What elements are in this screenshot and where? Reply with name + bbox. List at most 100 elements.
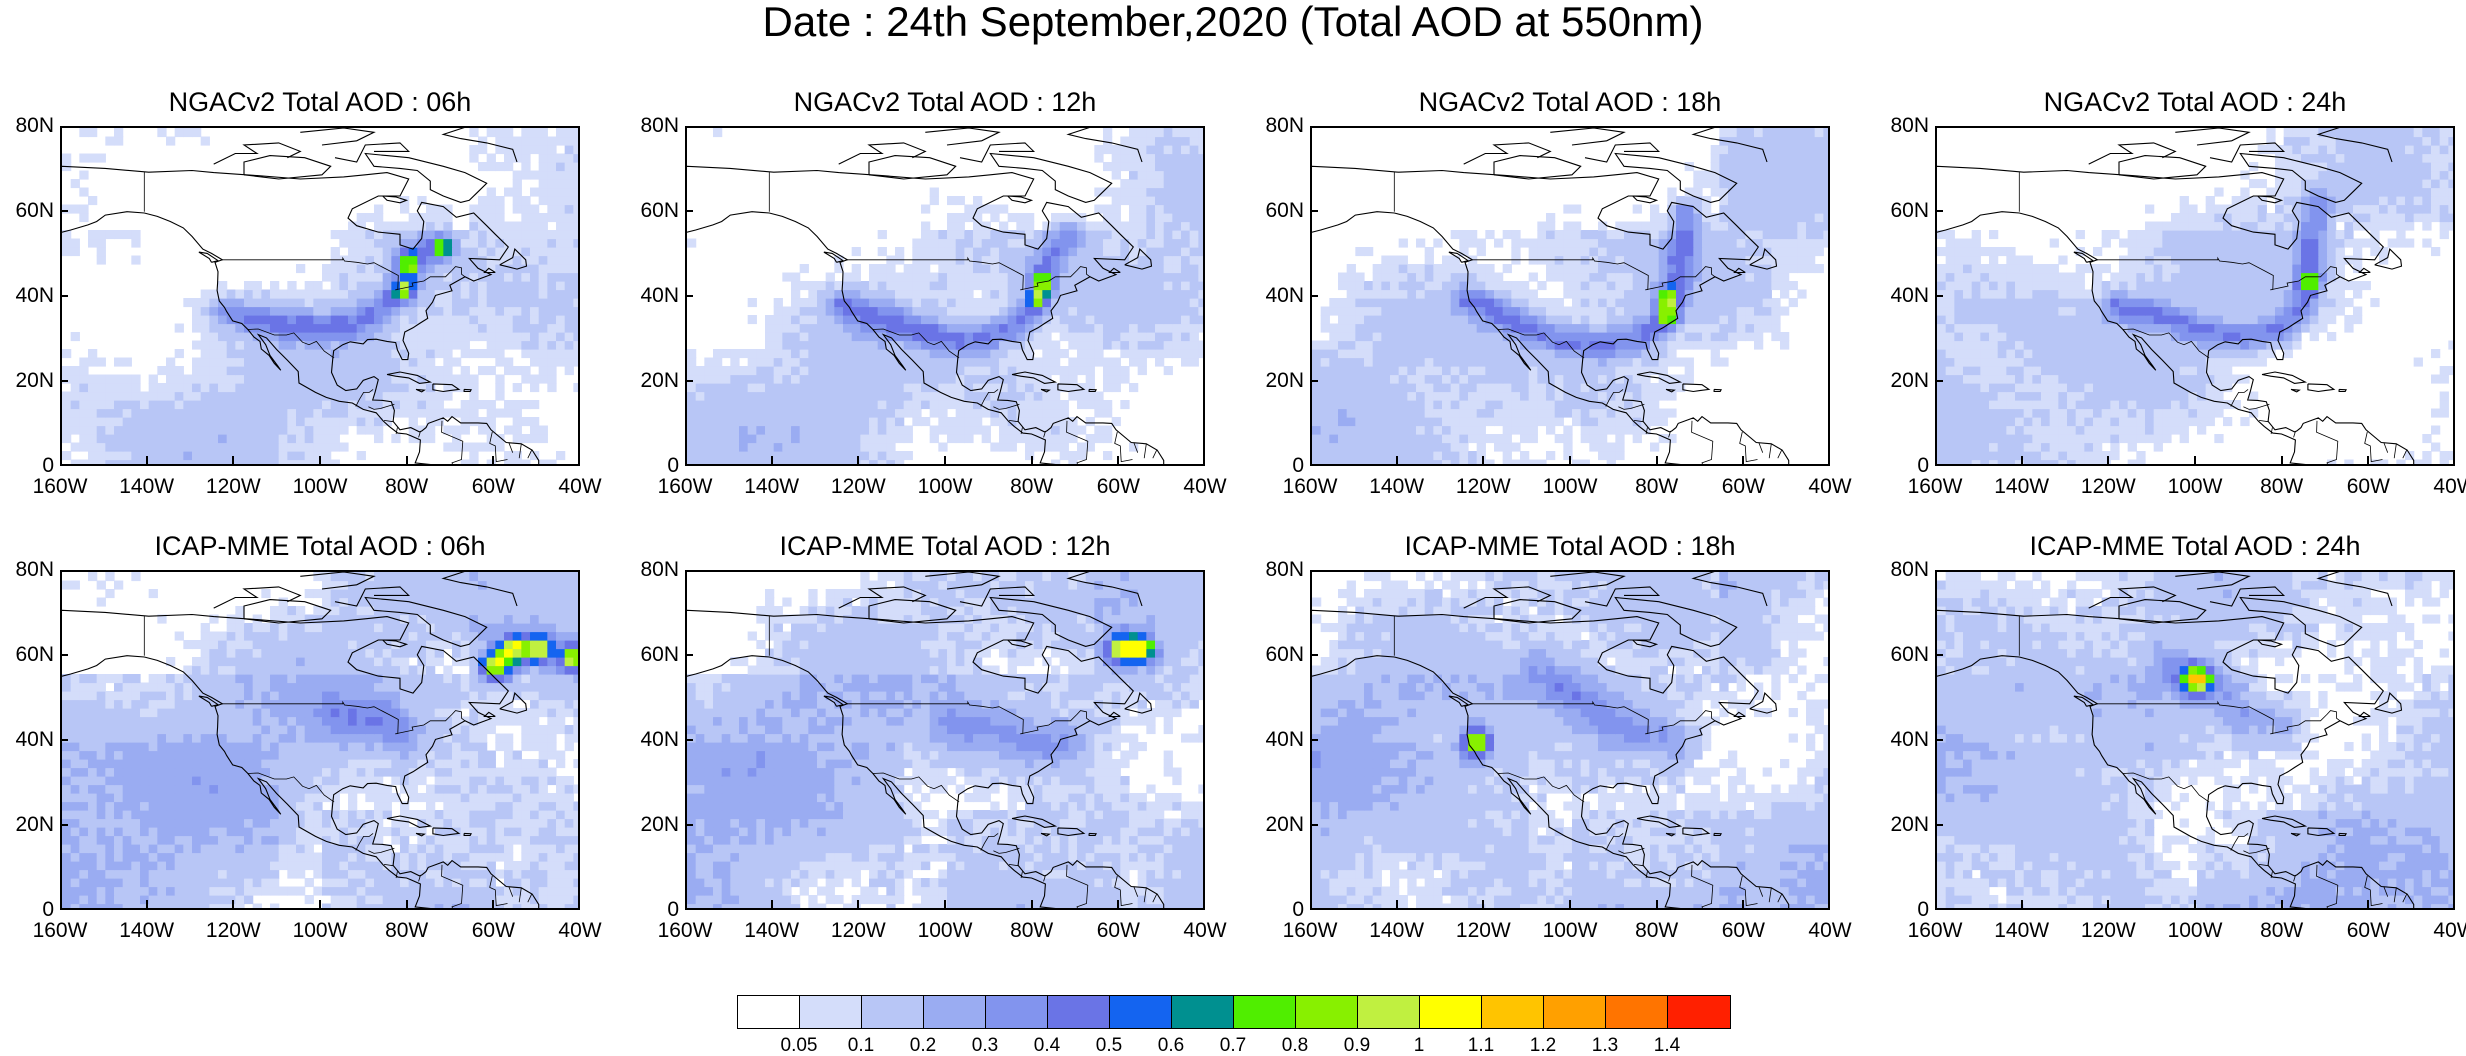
- aod-cell: [2084, 315, 2094, 325]
- aod-cell: [2188, 357, 2198, 367]
- aod-cell: [131, 408, 141, 418]
- aod-cell: [2075, 417, 2085, 427]
- aod-cell: [1650, 221, 1660, 231]
- aod-cell: [339, 230, 349, 240]
- aod-cell: [1033, 272, 1043, 282]
- aod-cell: [2023, 400, 2033, 410]
- x-tick-label: 100W: [1542, 475, 1598, 498]
- aod-cell: [2119, 366, 2129, 376]
- aod-cell: [886, 349, 896, 359]
- aod-cell: [2127, 400, 2137, 410]
- aod-cell: [1468, 349, 1478, 359]
- aod-cell: [1189, 272, 1199, 282]
- aod-cell: [218, 306, 228, 316]
- aod-cell: [469, 145, 479, 155]
- aod-cell: [1546, 425, 1556, 435]
- aod-cell: [400, 204, 410, 214]
- aod-cell: [1806, 255, 1816, 265]
- aod-cell: [495, 340, 505, 350]
- aod-cell: [1381, 264, 1391, 274]
- aod-cell: [1641, 417, 1651, 427]
- aod-cell: [1546, 451, 1556, 461]
- aod-cell: [2032, 366, 2042, 376]
- aod-cell: [1042, 442, 1052, 452]
- aod-cell: [2093, 323, 2103, 333]
- aod-cell: [174, 374, 184, 384]
- aod-cell: [713, 451, 723, 461]
- aod-cell: [1042, 332, 1052, 342]
- aod-cell: [1390, 400, 1400, 410]
- aod-cell: [834, 315, 844, 325]
- aod-cell: [512, 238, 522, 248]
- aod-cell: [791, 340, 801, 350]
- aod-cell: [339, 323, 349, 333]
- aod-cell: [504, 408, 514, 418]
- aod-cell: [2110, 374, 2120, 384]
- aod-cell: [2145, 417, 2155, 427]
- aod-cell: [877, 323, 887, 333]
- aod-cell: [1059, 213, 1069, 223]
- aod-cell: [2041, 434, 2051, 444]
- aod-cell: [1033, 332, 1043, 342]
- aod-cell: [573, 196, 578, 206]
- aod-cell: [417, 247, 427, 257]
- aod-cell: [1338, 298, 1348, 308]
- aod-cell: [2214, 383, 2224, 393]
- aod-cell: [1963, 315, 1973, 325]
- aod-cell: [1980, 357, 1990, 367]
- aod-cell: [521, 221, 531, 231]
- aod-cell: [1980, 391, 1990, 401]
- aod-cell: [209, 289, 219, 299]
- aod-cell: [730, 408, 740, 418]
- aod-cell: [88, 153, 98, 163]
- aod-cell: [356, 366, 366, 376]
- aod-cell: [1624, 238, 1634, 248]
- aod-cell: [166, 434, 176, 444]
- aod-cell: [330, 425, 340, 435]
- aod-cell: [1632, 408, 1642, 418]
- aod-cell: [981, 332, 991, 342]
- aod-cell: [2093, 383, 2103, 393]
- aod-cell: [1468, 434, 1478, 444]
- aod-cell: [1468, 408, 1478, 418]
- aod-cell: [62, 434, 72, 444]
- aod-cell: [408, 366, 418, 376]
- aod-cell: [478, 315, 488, 325]
- aod-cell: [929, 281, 939, 291]
- aod-cell: [547, 162, 557, 172]
- aod-cell: [1502, 442, 1512, 452]
- aod-cell: [1338, 451, 1348, 461]
- coastline: [62, 165, 540, 464]
- aod-cell: [1676, 230, 1686, 240]
- aod-cell: [1381, 459, 1391, 464]
- aod-cell: [512, 459, 522, 464]
- aod-cell: [1745, 298, 1755, 308]
- aod-cell: [1424, 272, 1434, 282]
- aod-cell: [556, 187, 566, 197]
- aod-cell: [1997, 349, 2007, 359]
- aod-cell: [209, 391, 219, 401]
- aod-cell: [166, 417, 176, 427]
- aod-cell: [1606, 281, 1616, 291]
- aod-cell: [1364, 247, 1374, 257]
- aod-cell: [1137, 349, 1147, 359]
- aod-cell: [1658, 230, 1668, 240]
- aod-cell: [460, 255, 470, 265]
- aod-cell: [1797, 230, 1807, 240]
- aod-cell: [1736, 306, 1746, 316]
- aod-cell: [955, 281, 965, 291]
- aod-cell: [417, 298, 427, 308]
- aod-cell: [1606, 272, 1616, 282]
- aod-cell: [391, 289, 401, 299]
- aod-cell: [1728, 179, 1738, 189]
- aod-cell: [938, 391, 948, 401]
- aod-cell: [1181, 255, 1191, 265]
- aod-cell: [2041, 383, 2051, 393]
- aod-cell: [1502, 289, 1512, 299]
- aod-cell: [521, 374, 531, 384]
- aod-cell: [1094, 204, 1104, 214]
- aod-cell: [2041, 366, 2051, 376]
- aod-cell: [278, 366, 288, 376]
- aod-cell: [469, 391, 479, 401]
- aod-cell: [938, 315, 948, 325]
